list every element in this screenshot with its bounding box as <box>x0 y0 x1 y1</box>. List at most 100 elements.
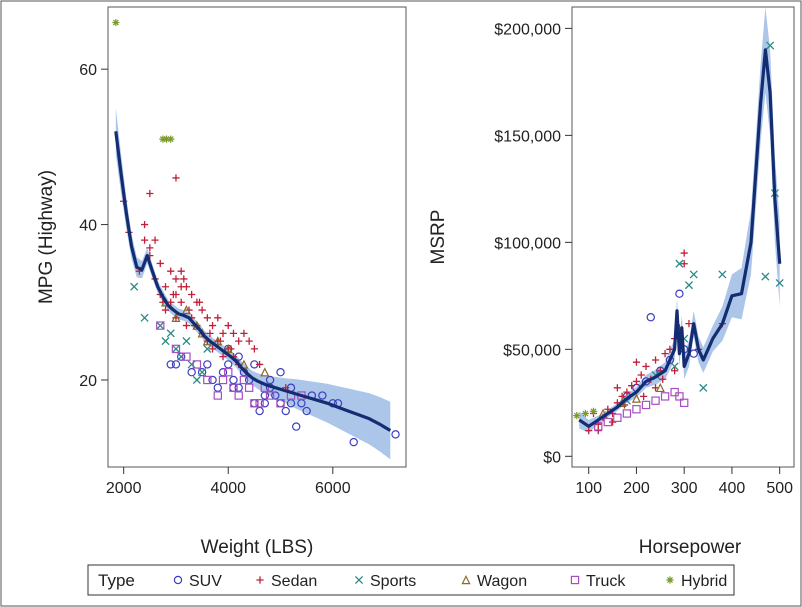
point-sedan <box>628 382 636 390</box>
point-sedan <box>208 345 217 353</box>
y-tick-label: $0 <box>543 449 561 466</box>
point-truck <box>239 375 249 385</box>
point-sports <box>203 344 212 353</box>
point-sedan <box>177 298 185 306</box>
point-suv <box>166 360 175 369</box>
point-sedan <box>661 350 669 358</box>
point-hybrid <box>573 412 581 420</box>
point-truck <box>622 409 632 418</box>
point-sedan <box>146 189 154 198</box>
legend-marker-sports <box>354 575 364 585</box>
legend-label-wagon: Wagon <box>477 573 527 590</box>
point-sedan <box>229 329 238 337</box>
point-hybrid <box>581 409 589 418</box>
point-truck <box>203 375 212 385</box>
point-truck <box>224 368 233 377</box>
confidence-band-left <box>115 108 391 460</box>
point-sedan <box>151 236 159 244</box>
point-sedan <box>666 345 674 353</box>
point-sedan <box>235 337 243 345</box>
point-sedan <box>240 329 248 337</box>
point-sedan <box>256 360 264 369</box>
legend-title: Type <box>98 571 135 590</box>
point-sports <box>699 383 708 392</box>
point-sedan <box>161 283 170 291</box>
point-truck <box>670 387 679 397</box>
point-sedan <box>203 314 211 322</box>
legend: Type SUV Sedan Sports Wagon Truck Hybrid <box>87 564 735 596</box>
point-sports <box>156 321 165 330</box>
point-sports <box>182 337 191 346</box>
point-sedan <box>208 321 217 330</box>
confidence-band <box>115 108 391 460</box>
point-truck <box>229 383 238 392</box>
point-sedan <box>613 384 621 392</box>
legend-marker-hybrid <box>666 576 674 584</box>
point-wagon <box>655 382 665 393</box>
point-sedan <box>685 320 693 328</box>
point-sedan <box>219 353 227 361</box>
fit-line-left <box>114 131 392 432</box>
point-hybrid <box>167 135 175 143</box>
legend-marker-suv <box>173 575 183 585</box>
legend-label-hybrid: Hybrid <box>681 573 727 590</box>
y-axis-label-right: MSRP <box>428 210 449 265</box>
point-truck <box>594 422 603 431</box>
points-right <box>573 41 784 435</box>
point-sports <box>130 282 139 291</box>
point-sedan <box>206 329 214 337</box>
point-suv <box>176 352 186 361</box>
x-tick-label: 100 <box>575 480 602 497</box>
point-sedan <box>651 356 660 364</box>
point-sports <box>161 337 170 346</box>
point-truck <box>675 392 684 401</box>
point-suv <box>208 375 217 385</box>
point-hybrid <box>162 135 171 143</box>
point-suv <box>197 368 207 377</box>
point-sedan <box>146 244 154 252</box>
point-sedan <box>245 337 253 345</box>
point-sedan <box>172 174 180 182</box>
point-sedan <box>140 236 149 244</box>
x-axis-label-left: Weight (LBS) <box>201 537 314 558</box>
legend-label-sports: Sports <box>370 573 416 590</box>
point-sports <box>166 329 175 338</box>
point-suv <box>271 391 280 400</box>
legend-label-sedan: Sedan <box>271 573 317 590</box>
point-sedan <box>594 427 602 435</box>
point-suv <box>187 368 196 377</box>
point-truck <box>651 396 660 405</box>
point-sports <box>670 362 679 371</box>
point-truck <box>250 399 259 408</box>
point-sports <box>718 270 727 279</box>
point-wagon <box>631 393 642 403</box>
point-sports <box>177 352 186 361</box>
point-sedan <box>188 290 196 299</box>
point-wagon <box>213 336 223 346</box>
point-sports <box>684 281 694 290</box>
panel-horsepower-msrp: 100 200 300 400 500 $0 $50,000 $100,000 $150,00… <box>428 6 795 558</box>
point-sedan <box>250 345 258 353</box>
point-sedan <box>219 329 227 337</box>
x-axis-label-right: Horsepower <box>639 537 742 558</box>
point-suv <box>349 437 358 447</box>
point-sedan <box>177 283 185 291</box>
point-suv <box>203 360 212 369</box>
fit-line <box>114 131 392 432</box>
point-sedan <box>140 220 149 229</box>
point-truck <box>213 391 222 400</box>
point-sedan <box>671 367 679 375</box>
point-truck <box>641 400 651 410</box>
x-tick-label: 2000 <box>106 480 142 497</box>
legend-marker-sedan <box>256 576 264 584</box>
fit-line <box>578 48 782 428</box>
point-suv <box>675 289 684 298</box>
panel-weight-mpg: 2000 4000 6000 20 40 60 Weight (LBS) MPG (Hi… <box>36 6 407 558</box>
point-suv <box>276 368 285 377</box>
point-sedan <box>180 275 188 283</box>
point-sedan <box>167 267 175 275</box>
point-sedan <box>177 267 185 275</box>
point-wagon <box>171 312 181 323</box>
fit-line-right <box>578 48 782 428</box>
